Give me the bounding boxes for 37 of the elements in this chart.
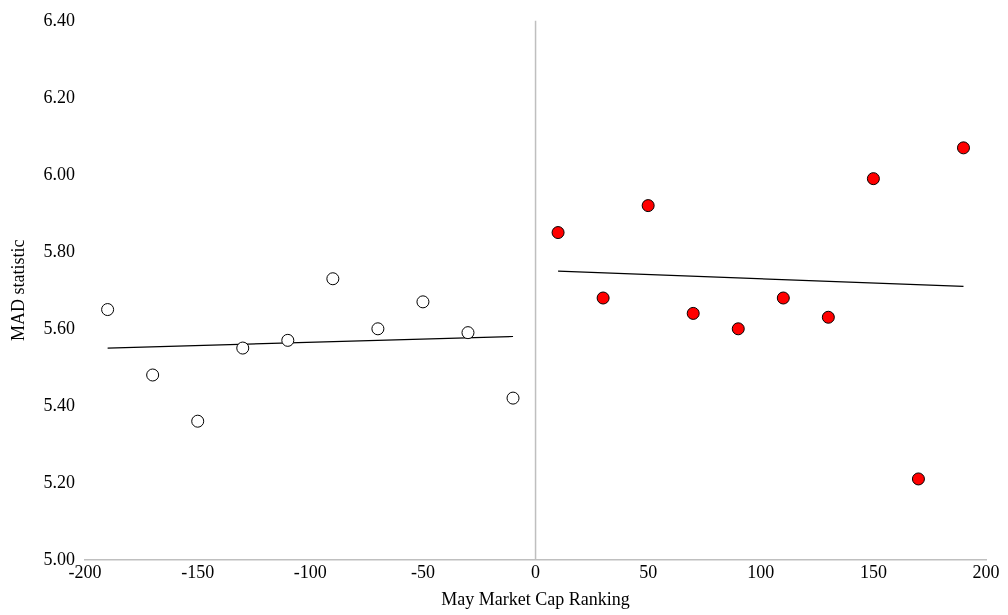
point xyxy=(236,341,250,355)
x-tick-label: 100 xyxy=(747,562,775,583)
point xyxy=(101,303,115,317)
point xyxy=(551,226,565,240)
point xyxy=(506,391,520,405)
y-tick-label: 5.20 xyxy=(43,471,76,492)
point xyxy=(686,306,700,320)
y-tick-label: 5.40 xyxy=(43,394,76,415)
y-tick-label: 5.80 xyxy=(43,240,76,261)
y-tick-label: 5.60 xyxy=(43,317,76,338)
point xyxy=(146,368,160,382)
x-tick-label: -150 xyxy=(181,562,215,583)
point xyxy=(416,295,430,309)
point xyxy=(191,414,205,428)
point xyxy=(461,326,475,340)
point xyxy=(821,310,835,324)
point xyxy=(371,322,385,336)
point xyxy=(866,172,880,186)
x-tick-label: 0 xyxy=(531,562,541,583)
x-tick-label: 50 xyxy=(639,562,658,583)
y-tick-label: 6.40 xyxy=(43,9,76,30)
x-axis-title: May Market Cap Ranking xyxy=(441,588,630,609)
point xyxy=(281,333,295,347)
x-tick-label: 150 xyxy=(859,562,887,583)
point xyxy=(326,272,340,286)
x-tick-label: -50 xyxy=(410,562,435,583)
y-axis-title: MAD statistic xyxy=(7,239,28,342)
point xyxy=(911,472,925,486)
y-tick-label: 6.00 xyxy=(43,163,76,184)
x-tick-label: 200 xyxy=(972,562,1000,583)
y-tick-label: 6.20 xyxy=(43,86,76,107)
point xyxy=(956,141,970,155)
x-tick-label: -100 xyxy=(293,562,327,583)
point xyxy=(641,199,655,213)
point xyxy=(731,322,745,336)
point xyxy=(776,291,790,305)
point xyxy=(596,291,610,305)
